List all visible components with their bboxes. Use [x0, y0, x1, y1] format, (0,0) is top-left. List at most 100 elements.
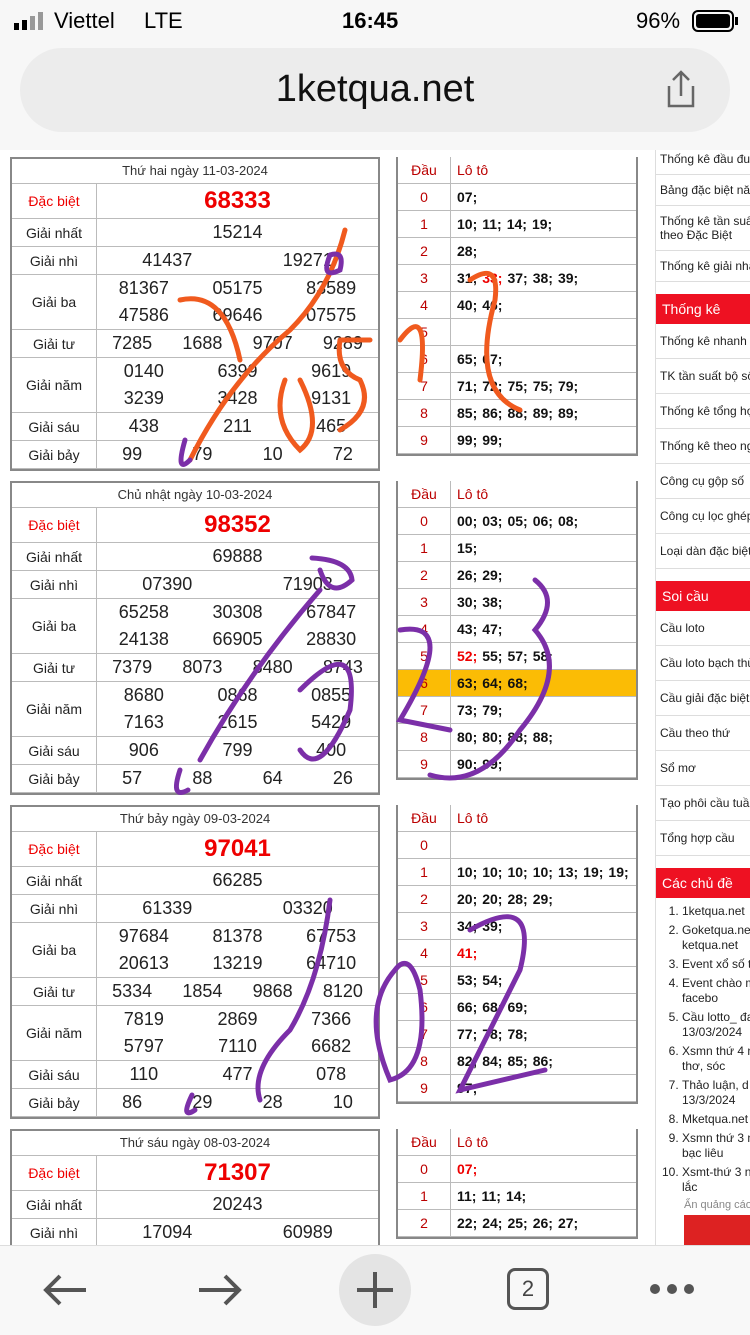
prize-label: Giải ba: [12, 599, 97, 653]
sidebar-link[interactable]: Thống kê theo ngày: [656, 429, 750, 464]
topic-link[interactable]: Xsmt-thứ 3 n đắc lắc: [682, 1165, 750, 1195]
sidebar-link[interactable]: Thống kê nhanh: [656, 324, 750, 359]
prize-row: Giải nhì 41437 19271: [12, 247, 378, 275]
loto-number: 14;: [505, 1188, 527, 1204]
prize-row: Giải sáu 438 211 465: [12, 413, 378, 441]
sidebar-link[interactable]: Tổng hợp cầu: [656, 821, 750, 856]
prize-number: 0855: [311, 685, 352, 705]
prize-numbers: 15214: [97, 219, 378, 246]
topic-link[interactable]: 1ketqua.net: [682, 904, 750, 919]
loto-number: 90;: [457, 756, 478, 772]
topic-link[interactable]: Event xổ số t: [682, 957, 750, 972]
loto-row: 0: [398, 832, 636, 859]
tab-count[interactable]: 2: [507, 1268, 549, 1310]
prize-number: 05175: [212, 278, 263, 298]
prize-number: 5334: [112, 981, 153, 1001]
loto-number: 40;: [457, 297, 478, 313]
loto-items: 82; 84; 85; 86;: [451, 1053, 558, 1069]
prize-row: Đặc biệt 98352: [12, 508, 378, 543]
prize-number: 57: [122, 768, 143, 788]
ad-note: Ẩn quảng cáo: [684, 1199, 750, 1211]
loto-items: 30; 38;: [451, 594, 507, 610]
prize-number: 97041: [204, 835, 271, 862]
new-tab-button[interactable]: [339, 1254, 411, 1326]
loto-items: 11; 11; 14;: [451, 1188, 531, 1204]
prize-numbers: 97041: [97, 832, 378, 866]
menu-button[interactable]: [648, 1282, 696, 1296]
prize-number: 3428: [217, 388, 258, 408]
prize-label: Giải năm: [12, 1006, 97, 1060]
sidebar-link[interactable]: Cầu giải đặc biệt: [656, 681, 750, 716]
prize-number: 7110: [218, 1036, 257, 1056]
sidebar-link[interactable]: Sổ mơ: [656, 751, 750, 786]
loto-items: 00; 03; 05; 06; 08;: [451, 513, 583, 529]
loto-head: 9: [398, 751, 451, 777]
sidebar-link[interactable]: Thống kê tần suất theo Đặc Biệt: [656, 206, 750, 251]
loto-number: 75;: [507, 378, 528, 394]
sidebar-link[interactable]: Thống kê đầu đuôi: [656, 150, 750, 175]
prize-label: Giải bảy: [12, 441, 97, 468]
sidebar-link[interactable]: Cầu loto bạch thủ: [656, 646, 750, 681]
loto-number: 20;: [457, 891, 478, 907]
topic-link[interactable]: Xsmn thứ 3 n tàu, bạc liêu: [682, 1131, 750, 1161]
prize-number: 8680: [123, 685, 164, 705]
sidebar-link[interactable]: Loại dàn đặc biệt: [656, 534, 750, 569]
loto-number: 63;: [457, 675, 478, 691]
loto-number: 10;: [482, 864, 503, 880]
loto-items: 07;: [451, 189, 482, 205]
topic-link[interactable]: Event chào m group facebo: [682, 976, 750, 1006]
sidebar-link[interactable]: Cầu loto: [656, 611, 750, 646]
topic-link[interactable]: Goketqua.net ketqua.net: [682, 923, 750, 953]
loto-number: 69;: [507, 999, 528, 1015]
sidebar-link[interactable]: Thống kê tổng hợp: [656, 394, 750, 429]
prize-label: Giải nhất: [12, 1191, 97, 1218]
prize-label: Giải nhì: [12, 247, 97, 274]
prize-number: 7366: [311, 1009, 352, 1029]
address-bar[interactable]: 1ketqua.net: [20, 48, 730, 132]
sidebar-link[interactable]: Cầu theo thứ: [656, 716, 750, 751]
prize-numbers: 41437 19271: [97, 247, 378, 274]
loto-header: Đầu Lô tô: [398, 481, 636, 508]
loto-items: 99; 99;: [451, 432, 507, 448]
loto-head: 3: [398, 265, 451, 291]
sidebar-link[interactable]: TK tần suất bộ số: [656, 359, 750, 394]
loto-number: 41;: [457, 945, 478, 961]
browser-header: Viettel LTE 16:45 96% 1ketqua.net: [0, 0, 750, 150]
topic-link[interactable]: Cầu lotto_ đa 13/03/2024: [682, 1010, 750, 1040]
prize-number: 69888: [212, 546, 263, 566]
topic-link[interactable]: Thảo luận, d 13/3/2024: [682, 1078, 750, 1108]
topic-link[interactable]: Mketqua.net: [682, 1112, 750, 1127]
result-date: Thứ sáu ngày 08-03-2024: [12, 1131, 378, 1156]
share-button[interactable]: [665, 70, 697, 110]
prize-numbers: 7819 2869 7366 5797 7110 6682: [97, 1006, 378, 1060]
sidebar-link[interactable]: Công cụ gộp số: [656, 464, 750, 499]
sidebar-link[interactable]: Bảng đặc biệt năm: [656, 175, 750, 206]
prize-number: 19271: [282, 250, 333, 270]
prize-number: 8073: [182, 657, 223, 677]
prize-number: 98352: [204, 511, 271, 538]
loto-head: 7: [398, 373, 451, 399]
loto-head: 0: [398, 508, 451, 534]
sidebar-link[interactable]: Tạo phôi cầu tuần: [656, 786, 750, 821]
loto-number: 29;: [482, 567, 503, 583]
loto-number: 15;: [457, 540, 478, 556]
back-button[interactable]: [40, 1272, 90, 1308]
loto-row: 7 71; 72; 75; 75; 79;: [398, 373, 636, 400]
prize-number: 28830: [306, 629, 357, 649]
loto-head: 8: [398, 1048, 451, 1074]
topic-link[interactable]: Xsmn thứ 4 n cần thơ, sóc: [682, 1044, 750, 1074]
loto-head: 8: [398, 400, 451, 426]
loto-number: 73;: [457, 702, 478, 718]
prize-number: 65258: [118, 602, 169, 622]
loto-row: 4 41;: [398, 940, 636, 967]
sidebar-link[interactable]: Thống kê giải nhất: [656, 251, 750, 282]
result-date: Thứ hai ngày 11-03-2024: [12, 159, 378, 184]
loto-number: 55;: [482, 648, 503, 664]
prize-label: Giải nhất: [12, 543, 97, 570]
loto-table: Đầu Lô tô 0 07; 1 11; 11; 14; 2 22; 24; 25; 26; 27;: [396, 1129, 638, 1239]
prize-row: Giải nhất 20243: [12, 1191, 378, 1219]
prize-numbers: 66285: [97, 867, 378, 894]
forward-button[interactable]: [195, 1272, 245, 1308]
sidebar-link[interactable]: Công cụ lọc ghép VIP: [656, 499, 750, 534]
